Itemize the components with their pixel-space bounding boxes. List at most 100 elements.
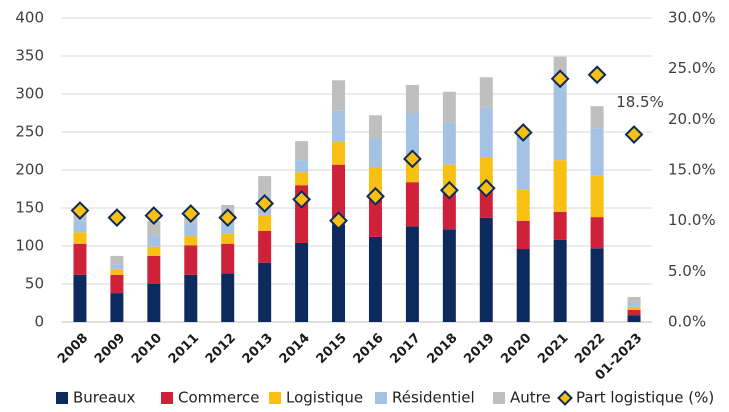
x-tick-label: 2021 <box>535 331 571 367</box>
bar-segment <box>258 214 272 231</box>
legend-swatch <box>375 392 387 404</box>
marker <box>439 180 459 200</box>
marker <box>402 149 422 169</box>
bar-segment <box>442 189 456 230</box>
bar-segment <box>405 113 419 155</box>
x-tick-label: 2012 <box>203 331 239 367</box>
y2-tick-label: 10.0% <box>668 211 716 229</box>
marker <box>181 204 201 223</box>
bar-segment <box>442 229 456 322</box>
bar-segment <box>73 274 87 322</box>
marker <box>366 186 385 206</box>
y-tick-label: 150 <box>15 199 44 217</box>
y2-tick-label: 30.0% <box>668 9 716 27</box>
bar-segment <box>295 141 309 161</box>
bar-segment <box>590 106 604 129</box>
bar-segment <box>332 224 346 322</box>
bar-segment <box>368 197 382 237</box>
legend-swatch <box>161 392 173 404</box>
y2-tick-label: 25.0% <box>668 59 716 77</box>
bar-segment <box>405 84 419 113</box>
bar-segment <box>479 77 493 108</box>
bar-segment <box>442 164 456 190</box>
x-tick-label: 2014 <box>277 331 313 367</box>
y-tick-label: 300 <box>15 85 44 103</box>
bar-segment <box>553 211 567 240</box>
bar-segment <box>221 223 235 234</box>
marker <box>218 208 238 228</box>
bar-segment <box>73 232 87 244</box>
bar-segment <box>553 71 567 161</box>
bar-segment <box>442 91 456 123</box>
data-label: 18.5% <box>616 93 664 111</box>
y2-tick-label: 5.0% <box>668 262 706 280</box>
bar-segment <box>332 110 346 142</box>
bar-segment <box>147 246 161 256</box>
legend-label: Autre <box>510 389 551 407</box>
bar-segment <box>479 217 493 322</box>
x-tick-label: 2013 <box>240 331 276 367</box>
bar-segment <box>627 303 641 307</box>
x-tick-label: 2009 <box>92 331 128 367</box>
legend-marker <box>557 390 573 406</box>
x-tick-label: 2018 <box>424 331 460 367</box>
bar-segment <box>110 268 124 275</box>
marker <box>70 201 90 220</box>
legend-swatch <box>269 392 281 404</box>
bar-segment <box>73 220 87 233</box>
y2-tick-label: 0.0% <box>668 313 706 331</box>
legend-swatch <box>56 392 68 404</box>
bar-segment <box>184 236 198 246</box>
bar-segment <box>479 107 493 158</box>
marker <box>329 211 348 231</box>
x-tick-label: 2011 <box>166 331 202 367</box>
bar-segment <box>295 172 309 186</box>
bar-segment <box>516 249 530 322</box>
y-tick-label: 400 <box>15 9 44 27</box>
bar-segment <box>221 233 235 244</box>
y-tick-label: 250 <box>15 123 44 141</box>
bar-segment <box>73 243 87 275</box>
bar-segment <box>516 189 530 221</box>
x-tick-label: 2019 <box>461 331 497 367</box>
bar-segment <box>184 274 198 322</box>
marker <box>144 206 164 226</box>
bar-segment <box>221 273 235 322</box>
bar-segment <box>590 217 604 249</box>
marker <box>292 189 312 209</box>
bar-segment <box>627 309 641 316</box>
marker <box>550 69 570 89</box>
marker <box>587 65 607 85</box>
legend-label: Bureaux <box>73 389 136 407</box>
x-tick-label: 2020 <box>498 331 534 367</box>
x-tick-label: 2008 <box>55 331 91 367</box>
y2-tick-label: 20.0% <box>668 110 716 128</box>
bar-segment <box>295 242 309 322</box>
bar-segment <box>258 176 272 196</box>
marker <box>107 208 127 228</box>
bar-segment <box>221 243 235 274</box>
bar-segment <box>110 274 124 294</box>
marker <box>255 194 275 213</box>
bar-segment <box>553 239 567 322</box>
marker <box>476 178 496 198</box>
bar-segment <box>110 293 124 322</box>
bar-segment <box>479 186 493 218</box>
bar-segment <box>553 56 567 72</box>
bar-segment <box>627 306 641 310</box>
bar-segment <box>590 175 604 218</box>
y-tick-label: 100 <box>15 237 44 255</box>
bar-segment <box>516 220 530 250</box>
y-tick-label: 200 <box>15 161 44 179</box>
legend-label: Part logistique (%) <box>576 389 714 407</box>
legend-label: Résidentiel <box>392 389 475 407</box>
bar-segment <box>368 166 382 198</box>
x-tick-label: 2016 <box>351 331 387 367</box>
bar-segment <box>590 128 604 176</box>
bar-segment <box>405 182 419 227</box>
bar-segment <box>516 135 530 190</box>
x-tick-label: 2010 <box>129 331 165 367</box>
bar-segment <box>405 226 419 322</box>
marker <box>513 123 533 142</box>
